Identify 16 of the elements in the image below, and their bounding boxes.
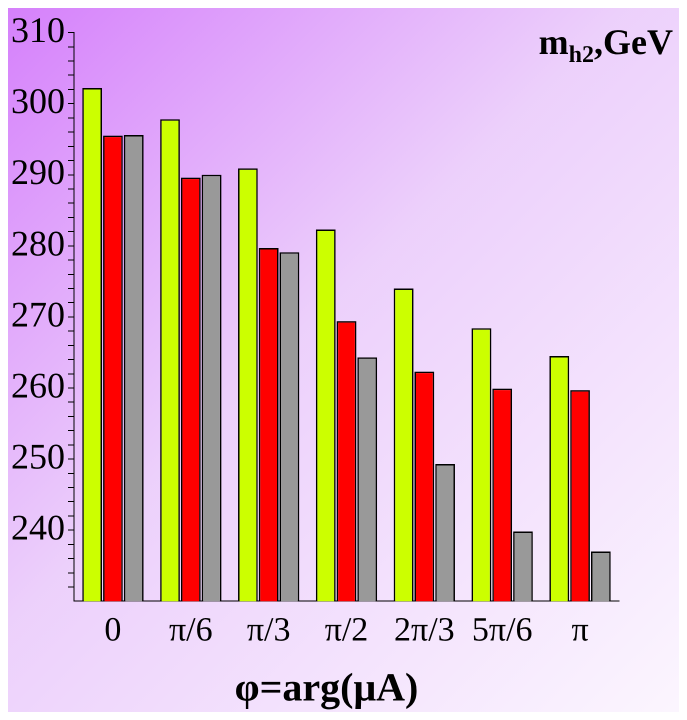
x-tick-label: π/2: [324, 612, 368, 649]
y-tick-label: 280: [11, 223, 65, 264]
x-tick-label: 5π/6: [472, 612, 533, 649]
y-tick-label: 260: [11, 365, 65, 406]
y-tick-label: 310: [11, 10, 65, 50]
y-tick-label: 270: [11, 294, 65, 334]
y-tick-label: 240: [11, 508, 65, 548]
x-tick-label: π: [571, 612, 589, 649]
x-tick-label: 0: [104, 612, 122, 649]
y-tick-label: 300: [11, 81, 65, 122]
y-tick-label: 250: [11, 436, 65, 477]
y-tick-label: 290: [11, 152, 65, 192]
x-tick-label: π/3: [246, 612, 290, 649]
x-tick-label: π/6: [168, 612, 213, 649]
x-axis-title: φ=arg(μA): [234, 664, 418, 710]
x-tick-label: 2π/3: [394, 612, 455, 649]
